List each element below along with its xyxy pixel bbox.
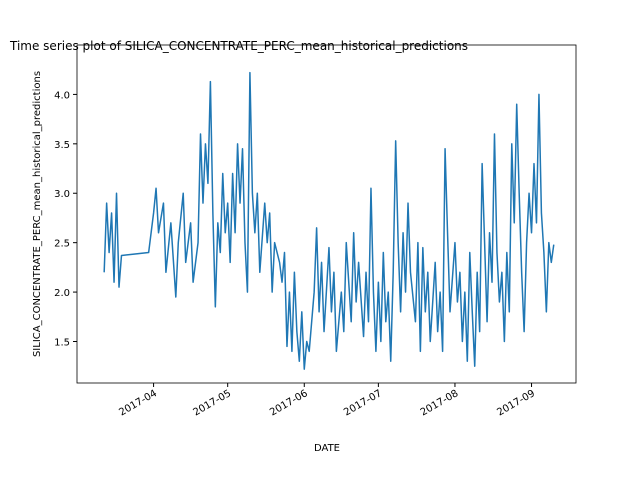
x-tick-label: 2017-06 (268, 388, 310, 418)
plot-frame (76, 44, 577, 384)
y-tick-label: 2.0 (54, 288, 70, 299)
y-tick-label: 2.5 (54, 239, 70, 250)
x-tick-label: 2017-07 (342, 388, 384, 418)
y-tick-label: 3.5 (54, 140, 70, 151)
line-series (103, 71, 555, 370)
x-tick-label: 2017-08 (419, 388, 461, 418)
x-tick-label: 2017-05 (191, 388, 233, 418)
x-tick-label: 2017-09 (495, 388, 537, 418)
y-tick-label: 4.0 (54, 90, 70, 101)
y-axis-label: SILICA_CONCENTRATE_PERC_mean_historical_… (32, 71, 43, 357)
y-tick-label: 1.5 (54, 337, 70, 348)
x-tick-label: 2017-04 (117, 388, 159, 418)
chart-title: Time series plot of SILICA_CONCENTRATE_P… (9, 39, 468, 53)
x-axis-label: DATE (314, 443, 340, 454)
y-tick-label: 3.0 (54, 189, 70, 200)
